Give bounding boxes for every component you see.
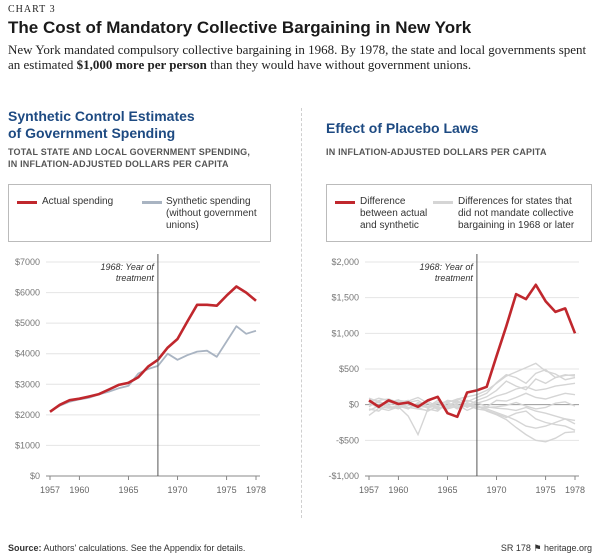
x-tick-label: 1960	[69, 485, 89, 495]
chart-main-title: The Cost of Mandatory Collective Bargain…	[8, 18, 472, 37]
y-tick-label: $1,000	[331, 328, 359, 338]
x-tick-label: 1978	[565, 485, 585, 495]
legend-difference-line-3: and synthetic	[360, 220, 419, 231]
y-tick-label: $0	[349, 400, 359, 410]
legend-synthetic-line-3: unions)	[166, 220, 199, 231]
legend-placebo-swatch	[433, 201, 453, 204]
right-panel-title: Effect of Placebo Laws	[326, 120, 479, 136]
left-panel-title: Synthetic Control Estimates of Governmen…	[8, 108, 195, 142]
x-tick-label: 1965	[118, 485, 138, 495]
x-tick-label: 1957	[40, 485, 60, 495]
right-legend: Difference between actual and synthetic …	[326, 184, 592, 242]
legend-placebo-line-1: Differences for states that	[458, 196, 572, 207]
x-tick-label: 1970	[168, 485, 188, 495]
legend-actual-label: Actual spending	[42, 196, 114, 207]
right-panel-subtitle: IN INFLATION-ADJUSTED DOLLARS PER CAPITA	[326, 147, 547, 157]
y-tick-label: $7000	[15, 257, 40, 267]
y-tick-label: $0	[30, 471, 40, 481]
x-tick-label: 1970	[487, 485, 507, 495]
treatment-annotation-line-1: 1968: Year of	[420, 262, 475, 272]
right-placebo-chart: -$1,000 -$500 $0 $500 $1,000 $1,500 $2,000 1957…	[328, 254, 585, 495]
legend-actual-swatch	[17, 201, 37, 204]
x-tick-label: 1978	[246, 485, 266, 495]
legend-difference-line-2: between actual	[360, 208, 428, 219]
x-tick-label: 1960	[388, 485, 408, 495]
source-text: Authors' calculations. See the Appendix …	[41, 543, 246, 553]
y-tick-label: $500	[339, 364, 359, 374]
left-spending-chart: $0 $1000 $2000 $3000 $4000 $5000 $6000 $7000 195…	[15, 254, 266, 495]
left-legend: Actual spending Synthetic spending (with…	[8, 184, 271, 242]
treatment-annotation-line-2: treatment	[116, 273, 155, 283]
y-tick-label: $2000	[15, 410, 40, 420]
subtitle-part-2: than they would have without government …	[206, 57, 472, 72]
primary-series-line	[49, 285, 257, 413]
legend-placebo-line-3: bargaining in 1968 or later	[458, 220, 575, 231]
left-panel-title-line-2: of Government Spending	[8, 125, 176, 141]
subtitle-bold-figure: $1,000 more per person	[76, 57, 207, 72]
chart-subtitle: New York mandated compulsory collective …	[8, 42, 588, 72]
y-tick-label: -$500	[336, 435, 359, 445]
y-tick-label: -$1,000	[328, 471, 359, 481]
x-tick-label: 1975	[217, 485, 237, 495]
treatment-annotation-line-2: treatment	[435, 273, 474, 283]
y-tick-label: $1000	[15, 440, 40, 450]
y-tick-label: $5000	[15, 318, 40, 328]
placebo-series-line	[368, 382, 576, 410]
legend-synthetic-swatch	[142, 201, 162, 204]
legend-synthetic-line-1: Synthetic spending	[166, 196, 251, 207]
x-tick-label: 1957	[359, 485, 379, 495]
x-tick-label: 1965	[437, 485, 457, 495]
y-tick-label: $3000	[15, 379, 40, 389]
y-tick-label: $4000	[15, 349, 40, 359]
legend-difference-swatch	[335, 201, 355, 204]
primary-series-line	[368, 283, 577, 419]
legend-difference-line-1: Difference	[360, 196, 406, 207]
y-tick-label: $2,000	[331, 257, 359, 267]
left-panel-subtitle-line-2: IN INFLATION-ADJUSTED DOLLARS PER CAPITA	[8, 159, 229, 169]
legend-synthetic-line-2: (without government	[166, 208, 257, 219]
left-panel-subtitle-line-1: TOTAL STATE AND LOCAL GOVERNMENT SPENDIN…	[8, 147, 251, 157]
treatment-annotation-line-1: 1968: Year of	[101, 262, 156, 272]
x-tick-label: 1975	[536, 485, 556, 495]
subtitle-part-1: New York mandated compulsory collective …	[8, 42, 587, 72]
legend-placebo-label: Differences for states that did not mand…	[458, 196, 574, 232]
legend-synthetic-label: Synthetic spending (without government u…	[166, 196, 257, 232]
panel-divider	[301, 108, 302, 518]
y-tick-label: $1,500	[331, 293, 359, 303]
legend-placebo-line-2: did not mandate collective	[458, 208, 574, 219]
legend-difference-label: Difference between actual and synthetic	[360, 196, 427, 232]
source-note: Source: Authors' calculations. See the A…	[8, 543, 245, 553]
placebo-series-line	[368, 401, 576, 410]
left-panel-title-line-1: Synthetic Control Estimates	[8, 108, 195, 124]
y-tick-label: $6000	[15, 288, 40, 298]
source-label: Source:	[8, 543, 42, 553]
report-id-and-site: SR 178 ⚑ heritage.org	[500, 543, 592, 553]
left-panel-subtitle: TOTAL STATE AND LOCAL GOVERNMENT SPENDIN…	[8, 146, 250, 170]
chart-number-label: CHART 3	[8, 4, 56, 15]
